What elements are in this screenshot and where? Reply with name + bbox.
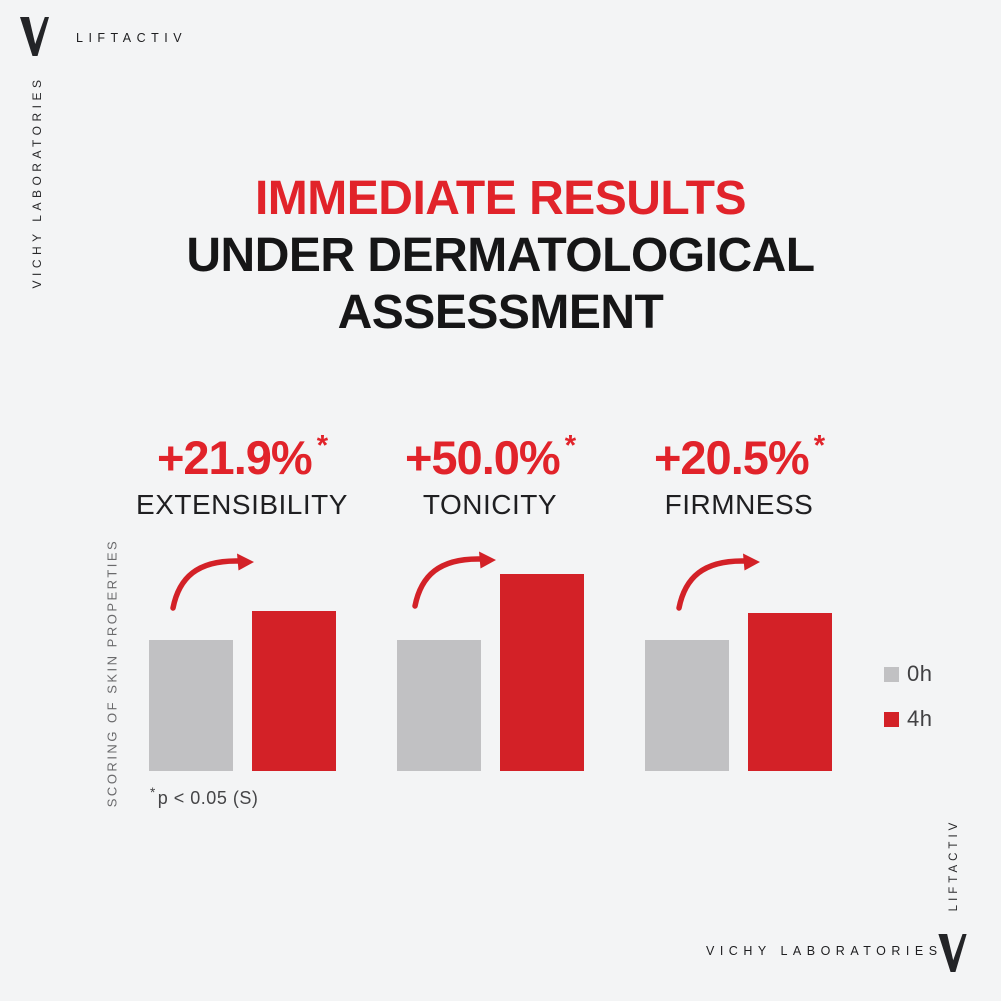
legend-swatch-0h [884,666,899,682]
bar-firmness-0h [645,640,729,771]
title-line-1: IMMEDIATE RESULTS [254,172,747,225]
legend-item-4h: 4h [884,706,932,732]
bar-extensibility-4h [252,611,336,771]
stat-label-firmness: FIRMNESS [664,489,814,520]
significance-asterisk: * [564,430,576,463]
footnote-asterisk: * [150,785,156,800]
footnote-text: p < 0.05 (S) [157,788,259,808]
stat-delta: +50.0% [404,431,561,484]
bar-tonicity-0h [397,640,481,771]
vichy-laboratories-bottom: VICHY LABORATORIES [706,944,943,958]
title-line-2: UNDER DERMATOLOGICAL [186,229,815,282]
page-title: IMMEDIATE RESULTS UNDER DERMATOLOGICAL A… [0,170,1001,341]
legend-item-0h: 0h [884,661,932,687]
title-line-3: ASSESSMENT [337,286,664,339]
significance-asterisk: * [813,430,825,463]
significance-footnote: * p < 0.05 (S) [150,785,258,809]
stat-label-extensibility: EXTENSIBILITY [136,489,348,520]
bar-tonicity-4h [500,574,584,771]
stat-label-tonicity: TONICITY [422,489,558,520]
bar-firmness-4h [748,613,832,771]
increase-arrow-icon [412,551,496,609]
stat-delta: +21.9% [156,431,313,484]
legend-label-4h: 4h [907,706,933,731]
significance-asterisk: * [316,430,328,463]
increase-arrow-icon [170,553,254,611]
legend-swatch-4h [884,711,899,727]
vichy-v-icon [938,934,967,972]
increase-arrow-icon [676,553,760,611]
y-axis-label: SCORING OF SKIN PROPERTIES [104,538,120,808]
bar-extensibility-0h [149,640,233,771]
stat-value-tonicity: +50.0% * [340,430,640,485]
stat-delta: +20.5% [653,431,810,484]
liftactiv-wordmark: LIFTACTIV [76,31,188,45]
chart-legend: 0h 4h [884,661,932,751]
stat-value-firmness: +20.5% * [589,430,889,485]
stat-value-extensibility: +21.9% * [92,430,392,485]
vichy-v-icon [20,17,49,56]
liftactiv-vertical-right: LIFTACTIV [948,818,960,912]
legend-label-0h: 0h [907,661,933,686]
